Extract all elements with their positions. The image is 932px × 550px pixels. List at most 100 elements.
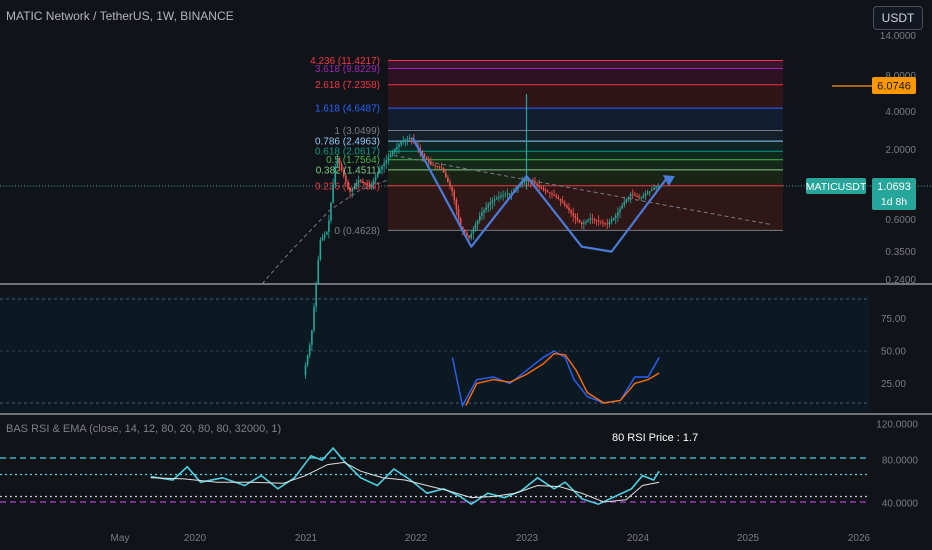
candle-body: [585, 221, 587, 223]
candle-body: [338, 158, 341, 165]
candle-body: [593, 219, 596, 221]
fib-label: 0.382 (1.4511): [316, 165, 380, 176]
price-tick-label: 0.3500: [885, 247, 916, 258]
candle-body: [583, 222, 585, 225]
trend-line: [393, 155, 770, 225]
rsi-ema-line: [150, 461, 660, 503]
price-tick-label: 0.6000: [885, 215, 916, 226]
candle-body: [444, 172, 447, 178]
candle-body: [648, 191, 651, 193]
candle-body: [470, 233, 473, 239]
candle-body: [368, 185, 371, 187]
candle-body: [347, 181, 349, 188]
candle-body: [330, 202, 332, 221]
symbol-badge[interactable]: [806, 178, 866, 194]
candle-body: [642, 195, 645, 198]
price-tick-label: 4.0000: [885, 107, 916, 118]
price-tick-label: 14.0000: [880, 31, 917, 42]
price-axis[interactable]: 14.0000 8.0000 4.0000 2.0000 0.6000 0.3500 0.2…: [880, 31, 917, 286]
candle-body: [315, 283, 317, 307]
rsi-indicator-title: BAS RSI & EMA (close, 14, 12, 80, 20, 80…: [6, 423, 282, 435]
candle-body: [604, 223, 606, 224]
alert-price-badge[interactable]: [872, 77, 916, 94]
candle-body: [631, 194, 634, 195]
candle-body: [487, 205, 490, 208]
candle-body: [614, 215, 617, 218]
candle-body: [623, 202, 626, 206]
candle-body: [572, 212, 575, 216]
candle-body: [561, 201, 564, 204]
candle-body: [466, 232, 468, 236]
rsi-tick-label: 120.0000: [876, 420, 918, 431]
candle-body: [328, 220, 330, 232]
last-price-badge[interactable]: [872, 178, 916, 210]
fib-zone: [388, 60, 783, 69]
currency-button[interactable]: USDT: [873, 6, 923, 30]
candle-body: [440, 167, 443, 169]
candle-body: [587, 220, 589, 222]
candle-body: [393, 149, 396, 152]
fib-label: 0.786 (2.4963): [315, 137, 380, 148]
candle-body: [359, 179, 362, 182]
candle-body: [536, 183, 538, 186]
candle-body: [576, 217, 579, 220]
candle-body: [597, 220, 600, 222]
candle-body: [651, 189, 653, 192]
candle-body: [408, 137, 411, 139]
candle-body: [491, 200, 494, 203]
time-axis-label: 2020: [184, 533, 207, 544]
candle-body: [653, 188, 655, 190]
candle-body: [574, 215, 577, 218]
candle-body: [521, 182, 524, 185]
candle-body: [381, 166, 383, 170]
candle-body: [580, 222, 583, 225]
candle-body: [621, 205, 623, 209]
candle-body: [483, 210, 485, 213]
candle-body: [366, 183, 368, 186]
candle-body: [504, 194, 507, 196]
time-axis-label: May: [111, 533, 130, 544]
candle-body: [423, 154, 426, 157]
time-axis[interactable]: May 2020 2021 2022 2023 2024 2025 2026: [111, 533, 871, 544]
candle-body: [478, 215, 481, 221]
candle-body: [391, 151, 394, 155]
candle-body: [563, 203, 566, 206]
time-axis-label: 2021: [295, 533, 318, 544]
candle-body: [455, 199, 458, 210]
candle-body: [396, 146, 398, 150]
drawings[interactable]: [261, 137, 770, 285]
stoch-axis[interactable]: 75.00 50.00 25.00: [881, 314, 906, 390]
stoch-d-line: [465, 352, 660, 406]
candle-body: [430, 162, 432, 165]
candle-body: [410, 137, 413, 140]
candle-body: [617, 212, 619, 216]
candle-body: [334, 166, 337, 185]
candle-body: [362, 181, 364, 183]
candle-body: [549, 192, 551, 194]
fib-zone: [388, 185, 783, 231]
stoch-panel-bg: [0, 296, 870, 412]
candle-body: [481, 212, 483, 216]
candle-body: [332, 184, 334, 203]
candle-body: [636, 195, 638, 197]
candle-body: [655, 186, 657, 189]
candle-body: [389, 154, 392, 158]
candle-body: [646, 192, 649, 195]
fib-zone: [388, 108, 783, 131]
candle-body: [438, 166, 441, 168]
candle-body: [451, 186, 453, 192]
candle-body: [364, 182, 366, 184]
candle-body: [542, 188, 545, 191]
candle-body: [544, 190, 547, 192]
candle-body: [449, 182, 451, 187]
candle-body: [323, 234, 326, 238]
candle-body: [566, 205, 568, 208]
rsi-axis[interactable]: 120.0000 80.0000 40.0000: [876, 420, 918, 510]
candle-body: [345, 176, 347, 182]
candle-body: [600, 221, 602, 223]
candle-body: [427, 159, 430, 163]
fib-label: 2.618 (7.2358): [315, 80, 380, 91]
candle-body: [568, 207, 570, 211]
candle-body: [459, 218, 462, 227]
